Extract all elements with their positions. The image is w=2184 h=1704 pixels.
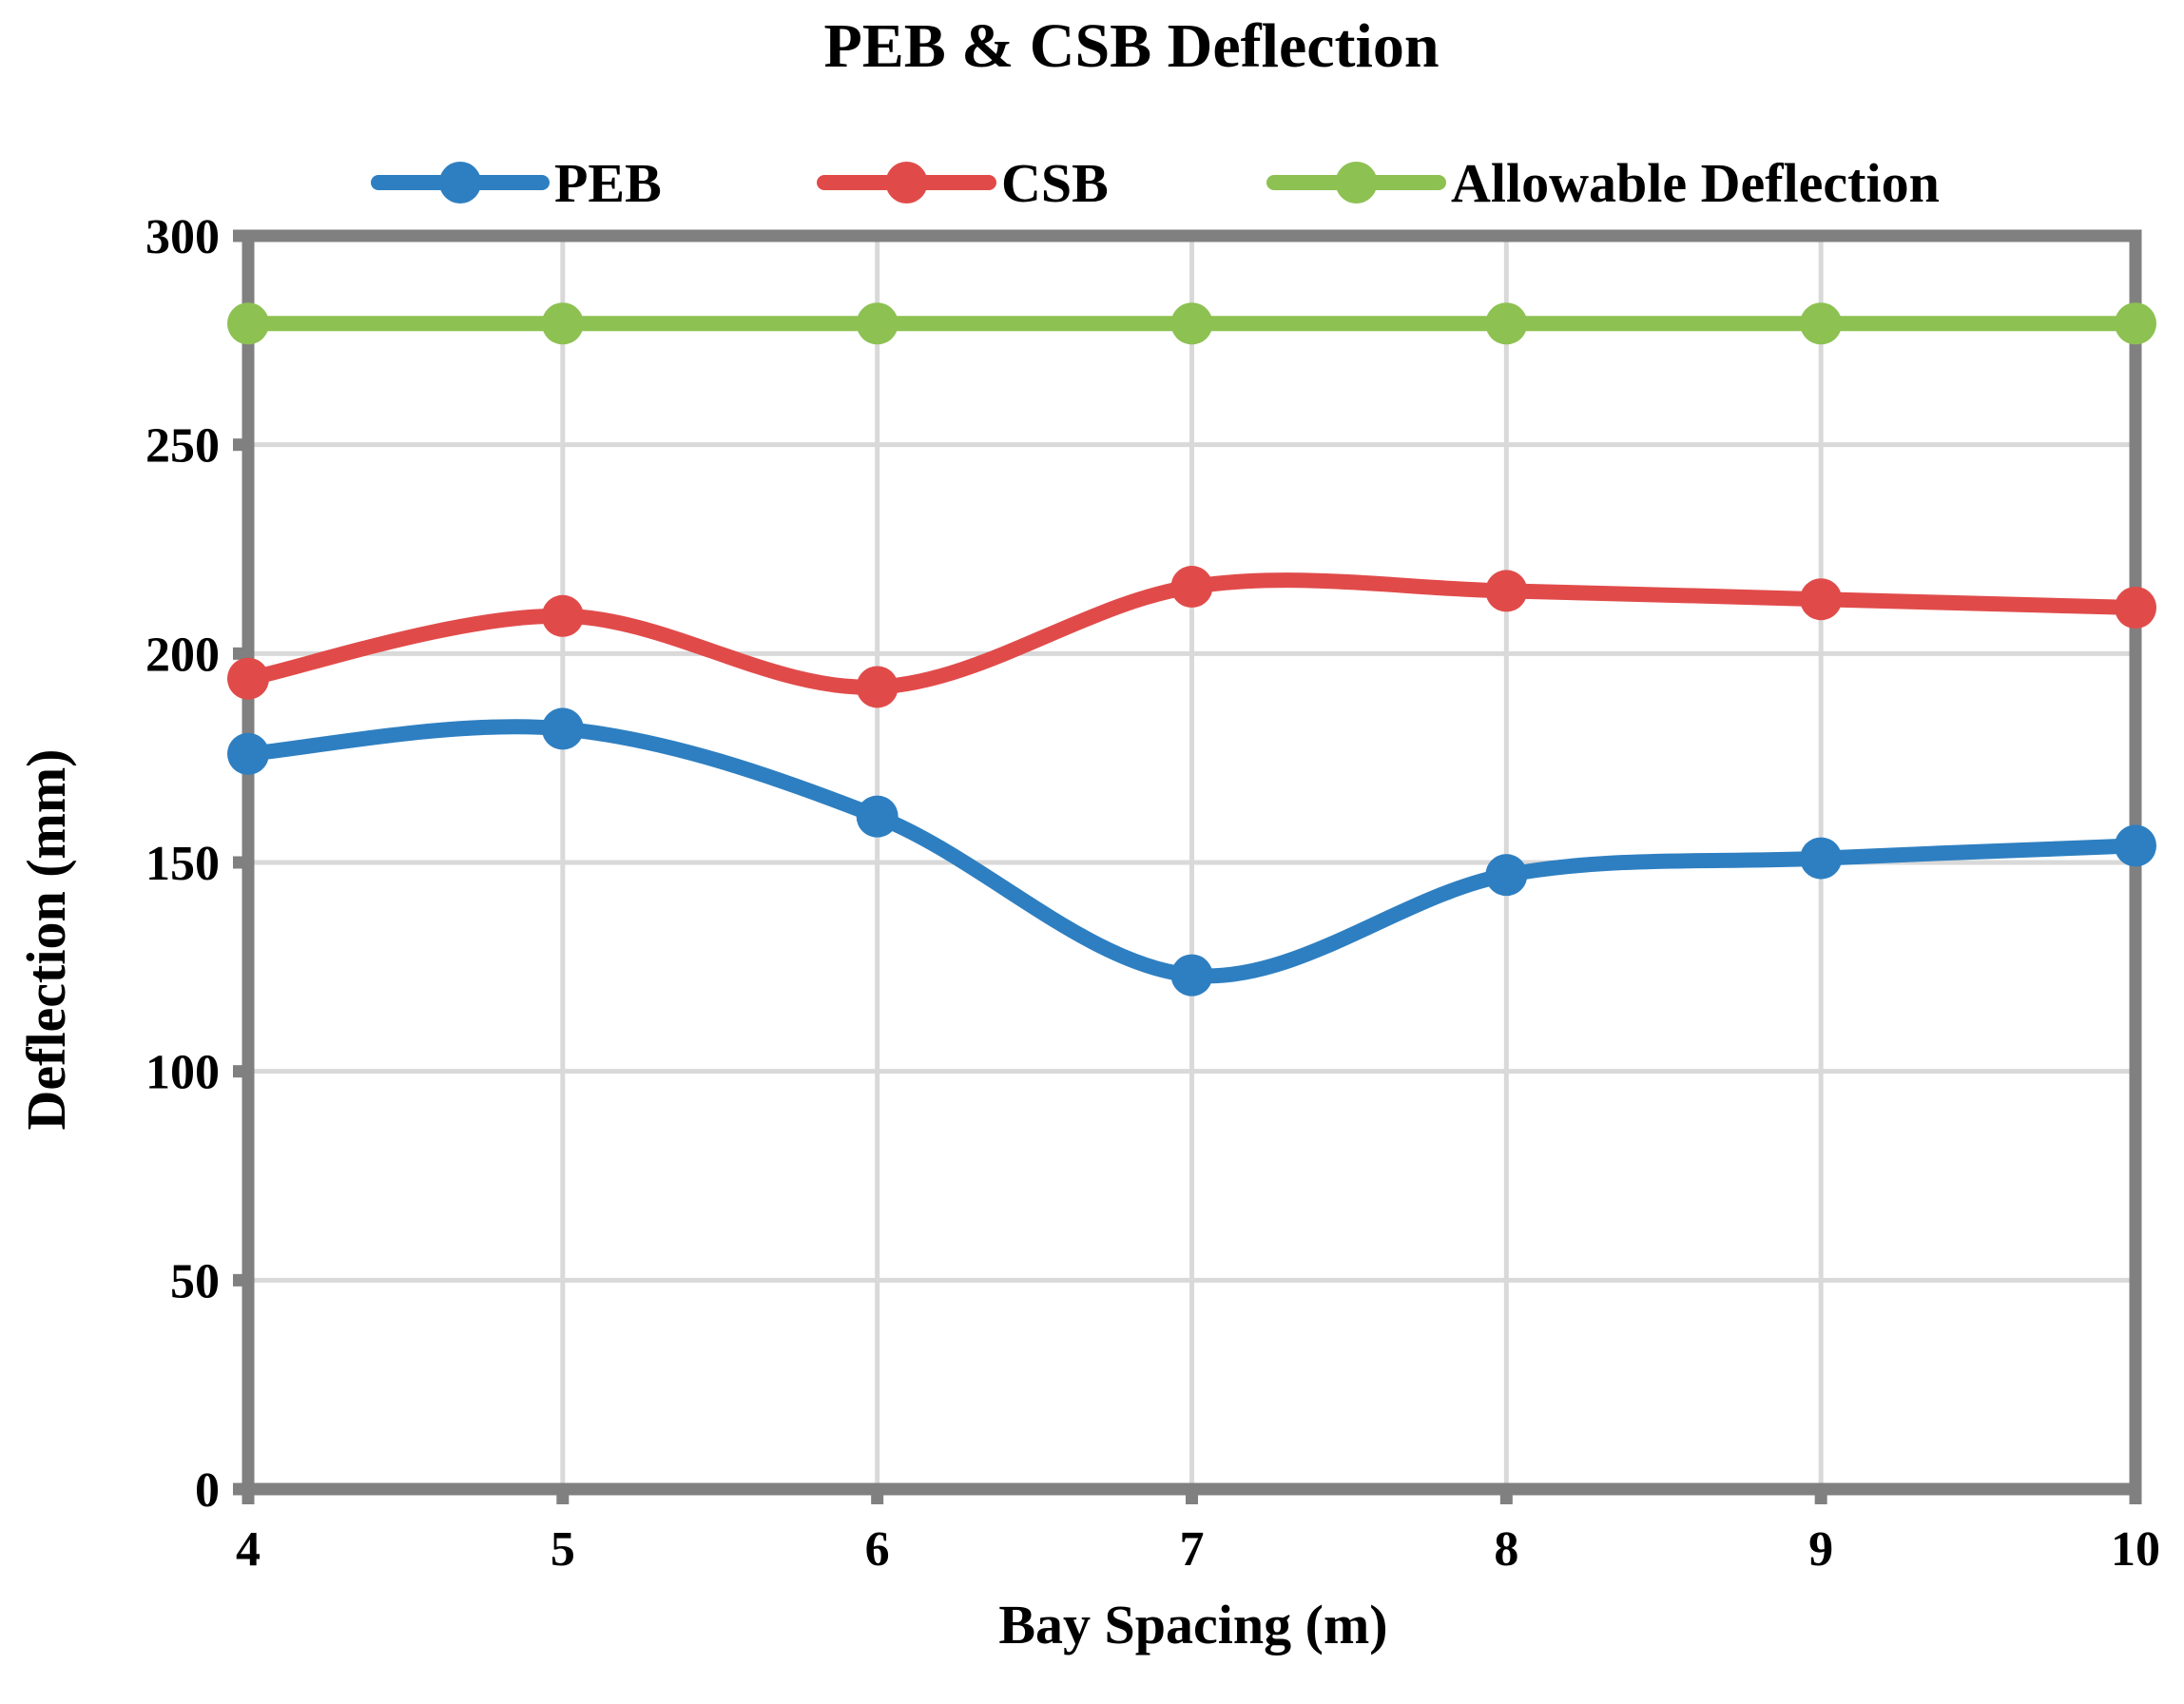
- data-point-allowable-deflection: [1800, 302, 1843, 345]
- legend-item-csb: CSB: [817, 152, 1109, 214]
- legend-swatch-marker: [439, 162, 481, 203]
- data-point-csb: [1170, 566, 1213, 609]
- data-point-csb: [856, 666, 899, 708]
- legend-swatch-marker: [885, 162, 928, 203]
- x-tick-label: 9: [1808, 1522, 1833, 1577]
- y-tick-label: 150: [145, 837, 220, 891]
- series-lines: [227, 302, 2156, 997]
- series-csb: [227, 566, 2156, 708]
- y-tick-label: 50: [170, 1254, 220, 1308]
- data-point-allowable-deflection: [541, 302, 584, 345]
- y-tick-label: 200: [145, 628, 220, 682]
- x-axis-title: Bay Spacing (m): [998, 1594, 1387, 1656]
- data-point-allowable-deflection: [227, 302, 269, 345]
- legend: PEB CSB Allowable Deflection: [371, 152, 1940, 214]
- y-axis-title: Deflection (mm): [15, 749, 77, 1131]
- legend-label: PEB: [554, 152, 662, 214]
- data-point-peb: [1800, 837, 1843, 880]
- x-tick-label: 10: [2111, 1522, 2160, 1577]
- data-point-peb: [2115, 824, 2156, 867]
- y-tick-label: 300: [145, 210, 220, 264]
- legend-label: CSB: [1001, 152, 1109, 214]
- data-point-allowable-deflection: [1170, 302, 1213, 345]
- data-point-csb: [1485, 570, 1528, 612]
- y-tick-label: 0: [195, 1463, 220, 1518]
- data-point-allowable-deflection: [1485, 302, 1528, 345]
- data-point-csb: [227, 657, 269, 700]
- legend-label: Allowable Deflection: [1451, 152, 1940, 214]
- axes: [233, 229, 2142, 1504]
- data-point-peb: [856, 795, 899, 838]
- tick-labels: 0 50 100 150 200 250 300 4 5 6 7 8 9 10: [145, 210, 2160, 1577]
- data-point-peb: [1485, 854, 1528, 897]
- legend-swatch-marker: [1335, 162, 1378, 203]
- x-tick-label: 7: [1180, 1522, 1205, 1577]
- x-tick-label: 8: [1494, 1522, 1518, 1577]
- series-peb: [227, 707, 2156, 997]
- data-point-peb: [227, 732, 269, 775]
- data-point-peb: [1170, 954, 1213, 997]
- x-tick-label: 4: [236, 1522, 261, 1577]
- y-tick-label: 250: [145, 419, 220, 474]
- x-tick-label: 5: [551, 1522, 575, 1577]
- data-point-csb: [1800, 578, 1843, 621]
- legend-item-peb: PEB: [371, 152, 662, 214]
- data-point-csb: [541, 594, 584, 637]
- y-tick-label: 100: [145, 1046, 220, 1100]
- data-point-allowable-deflection: [856, 302, 899, 345]
- data-point-allowable-deflection: [2115, 302, 2156, 345]
- data-point-csb: [2115, 587, 2156, 629]
- x-tick-label: 6: [865, 1522, 890, 1577]
- data-point-peb: [541, 707, 584, 750]
- chart-title: PEB & CSB Deflection: [823, 11, 1439, 81]
- series-allowable-deflection: [227, 302, 2156, 345]
- legend-item-allowable-deflection: Allowable Deflection: [1266, 152, 1940, 214]
